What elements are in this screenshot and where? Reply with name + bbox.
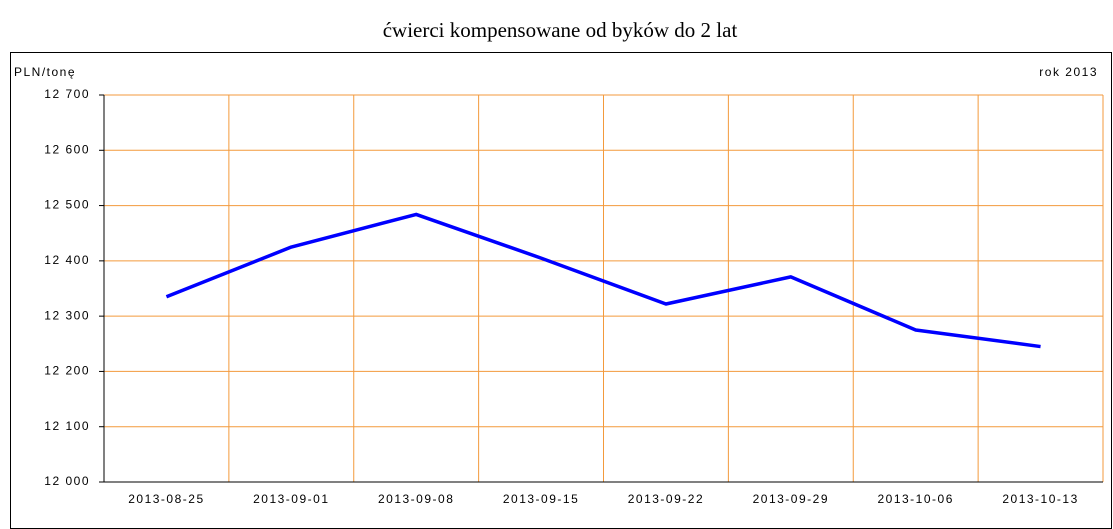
chart-title: ćwierci kompensowane od byków do 2 lat — [383, 18, 738, 42]
y-tick-label: 12 400 — [44, 253, 90, 267]
x-tick-label: 2013-09-01 — [253, 492, 329, 506]
y-tick-label: 12 700 — [44, 87, 90, 101]
x-tick-label: 2013-09-22 — [628, 492, 704, 506]
x-tick-label: 2013-08-25 — [128, 492, 204, 506]
y-tick-label: 12 000 — [44, 474, 90, 488]
y-tick-label: 12 300 — [44, 308, 90, 322]
x-tick-label: 2013-10-06 — [877, 492, 953, 506]
line-series — [165, 212, 1041, 349]
y-tick-label: 12 100 — [44, 419, 90, 433]
chart-frame — [10, 52, 1112, 529]
y-tick-label: 12 200 — [44, 364, 90, 378]
y-tick-label: 12 600 — [44, 142, 90, 156]
annotation: rok 2013 — [1039, 65, 1098, 79]
x-tick-label: 2013-09-08 — [378, 492, 454, 506]
y-tick-label: 12 500 — [44, 198, 90, 212]
x-tick-label: 2013-09-15 — [503, 492, 579, 506]
x-tick-label: 2013-10-13 — [1002, 492, 1078, 506]
x-tick-label: 2013-09-29 — [753, 492, 829, 506]
y-axis-label: PLN/tonę — [14, 65, 76, 79]
